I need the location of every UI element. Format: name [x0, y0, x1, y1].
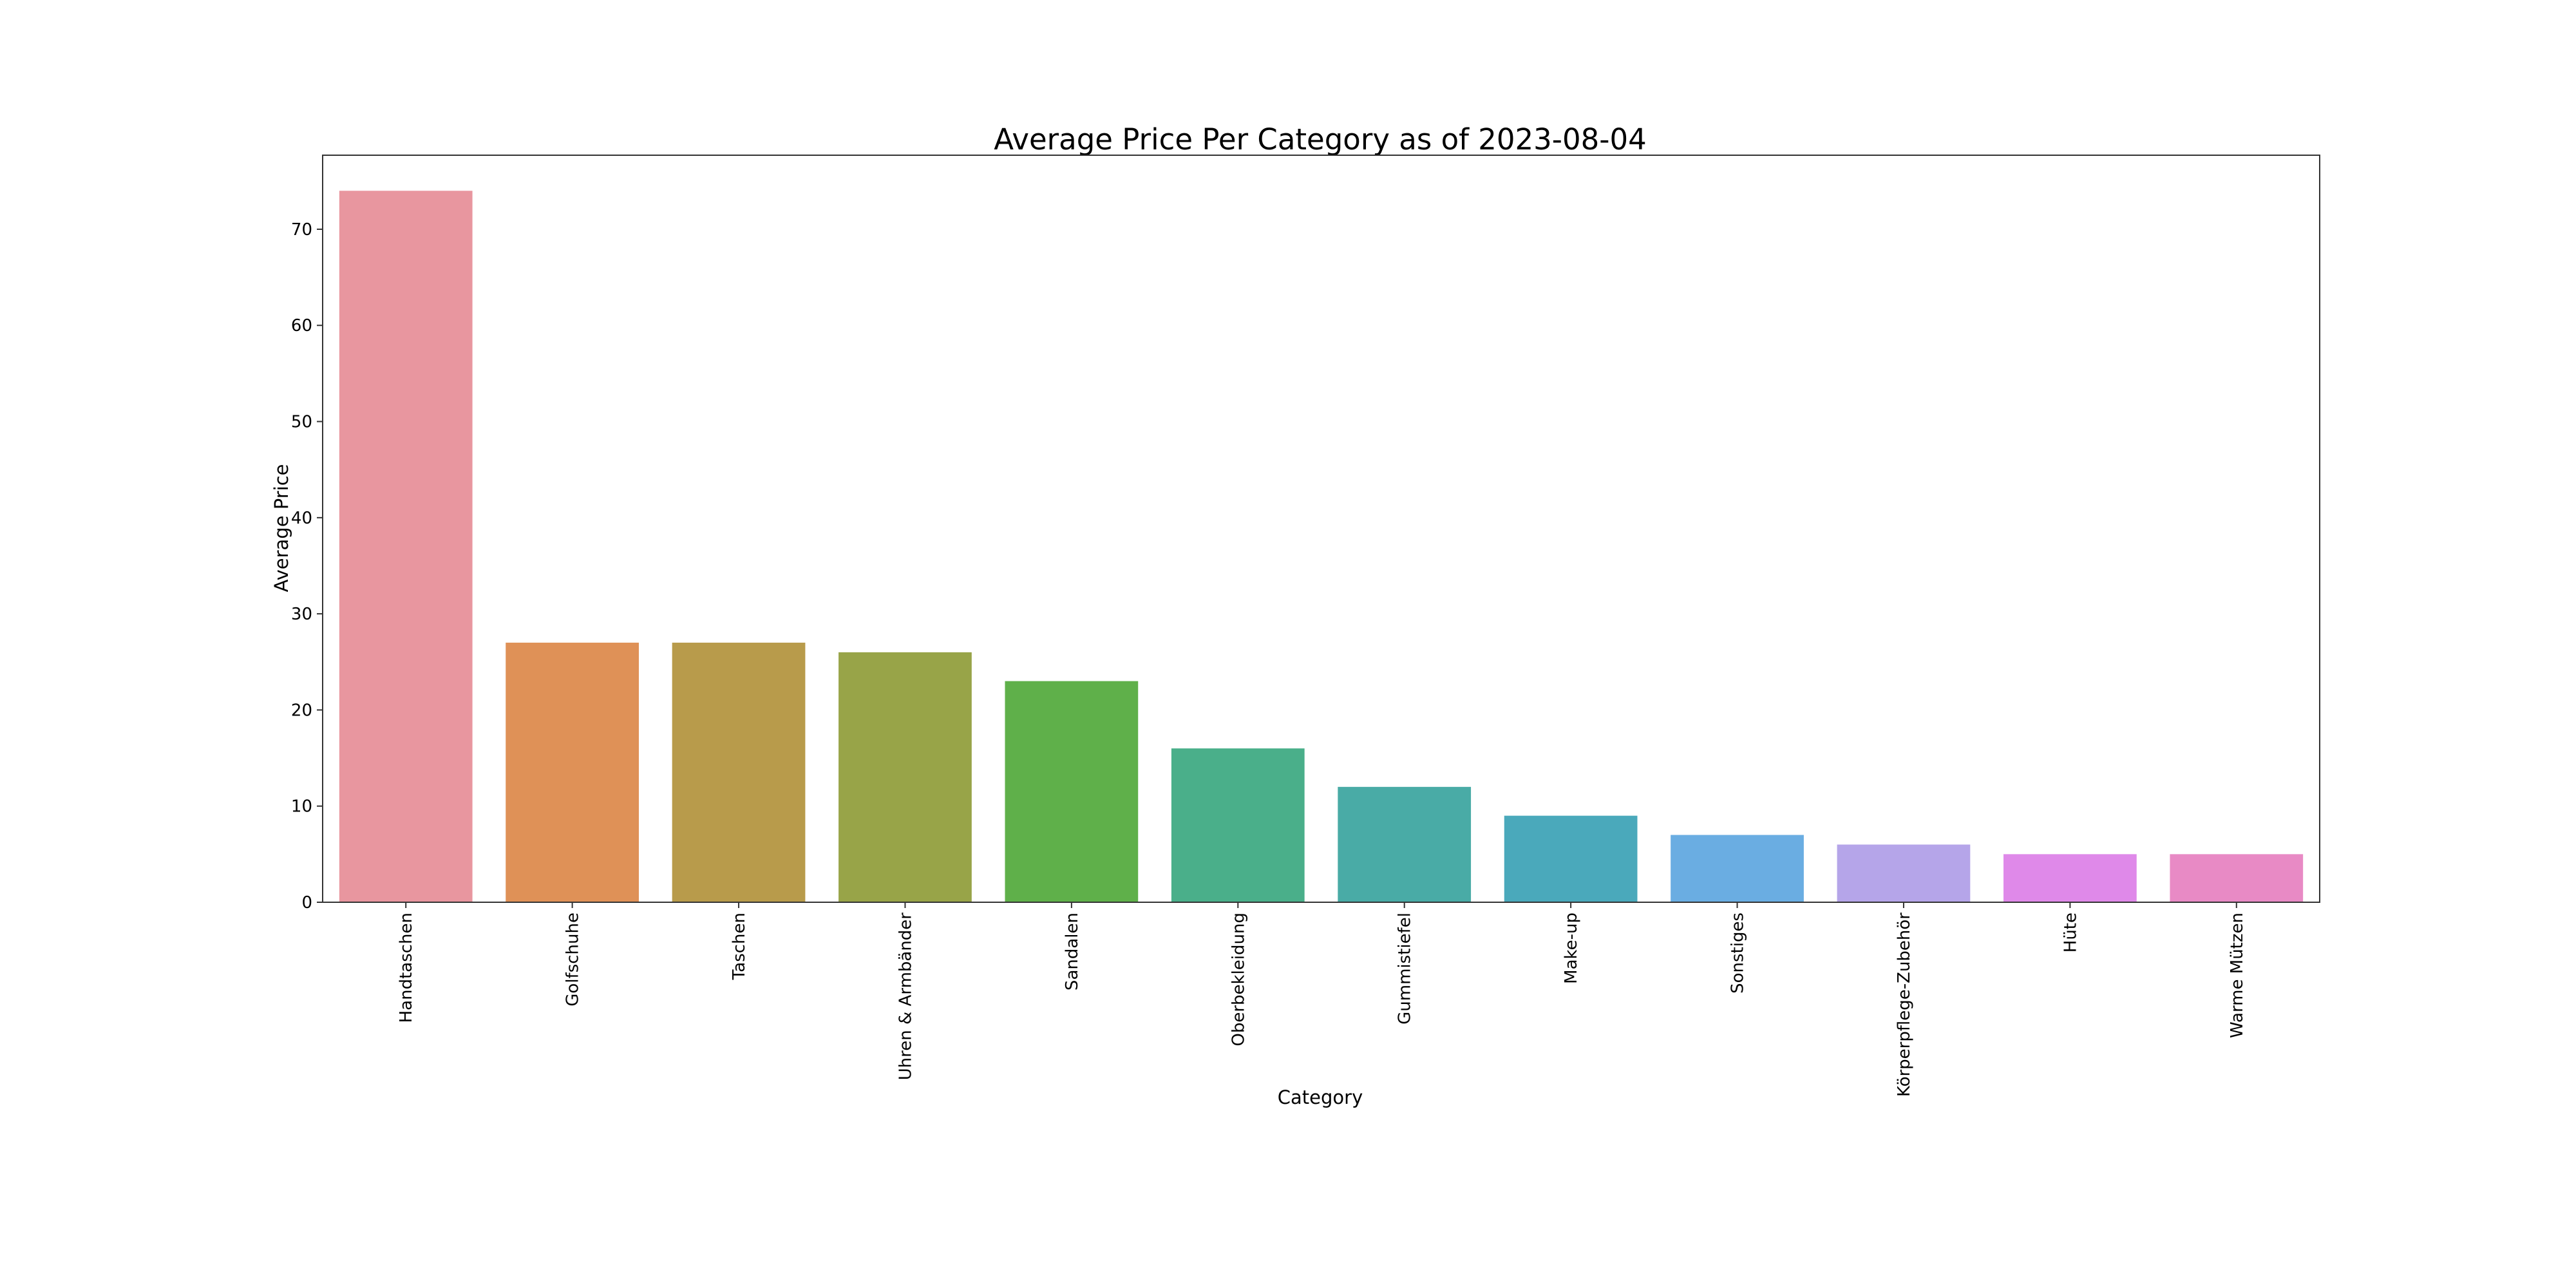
x-tick-label: Gummistiefel — [1396, 913, 1415, 1025]
y-axis-label: Average Price — [270, 464, 292, 592]
y-tick-label: 10 — [291, 797, 312, 817]
bar — [838, 652, 972, 902]
bar — [339, 191, 473, 903]
x-tick-label: Sandalen — [1063, 913, 1082, 990]
bar — [1504, 815, 1638, 902]
bar — [2003, 854, 2137, 902]
plot-bars — [339, 191, 2304, 903]
x-tick-label: Handtaschen — [397, 913, 416, 1023]
bar — [1005, 681, 1139, 902]
y-tick-label: 40 — [291, 509, 312, 528]
bar — [506, 642, 639, 902]
y-tick-label: 60 — [291, 316, 312, 336]
plot-frame — [322, 155, 2320, 903]
x-tick-label: Hüte — [2061, 913, 2080, 952]
x-tick-label: Warme Mützen — [2228, 913, 2247, 1038]
x-tick-label: Uhren & Armbänder — [896, 913, 915, 1081]
chart-title: Average Price Per Category as of 2023-08… — [994, 122, 1647, 156]
y-tick-label: 70 — [291, 220, 312, 240]
y-tick-label: 50 — [291, 413, 312, 432]
x-tick-label: Taschen — [730, 913, 749, 980]
x-axis: Handtaschen Golfschuhe Taschen Uhren & Armb… — [397, 902, 2247, 1097]
bar — [1671, 835, 1804, 902]
bar — [672, 642, 806, 902]
bar — [1338, 786, 1472, 902]
y-axis: 0 10 20 30 40 50 60 70 — [291, 220, 323, 913]
bar — [1837, 844, 1971, 902]
x-axis-label: Category — [1278, 1086, 1363, 1108]
bar — [1171, 748, 1305, 902]
y-tick-label: 0 — [301, 893, 312, 913]
y-tick-label: 30 — [291, 605, 312, 624]
x-tick-label: Make-up — [1562, 913, 1581, 984]
x-tick-label: Sonstiges — [1728, 913, 1748, 994]
x-tick-label: Golfschuhe — [564, 913, 583, 1007]
bar — [2170, 854, 2304, 902]
x-tick-label: Oberbekleidung — [1229, 913, 1248, 1046]
x-tick-label: Körperpflege-Zubehör — [1895, 913, 1914, 1097]
y-tick-label: 20 — [291, 701, 312, 720]
